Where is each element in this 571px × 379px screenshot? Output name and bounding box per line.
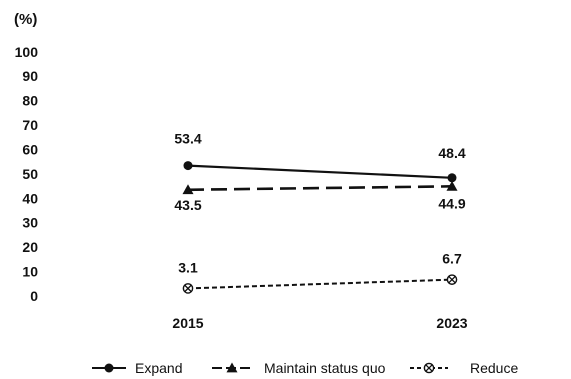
legend: Expand Maintain status quo Reduce <box>92 360 518 376</box>
data-labels: 53.4 48.4 43.5 44.9 3.1 6.7 <box>174 131 465 276</box>
x-tick-label: 2023 <box>436 315 467 331</box>
data-point-expand <box>183 161 193 171</box>
y-tick-label: 30 <box>22 215 38 231</box>
legend-marker-icon <box>104 363 114 373</box>
data-point-reduce <box>182 283 194 294</box>
data-label-reduce: 3.1 <box>178 259 198 275</box>
legend-label: Expand <box>135 360 182 376</box>
legend-label: Maintain status quo <box>264 360 386 376</box>
data-label-maintain-status-quo: 44.9 <box>438 195 465 211</box>
data-point-expand <box>447 173 457 183</box>
y-tick-label: 90 <box>22 68 38 84</box>
series-line-expand <box>187 164 453 179</box>
data-label-expand: 53.4 <box>174 131 201 147</box>
x-axis-tick-labels: 2015 2023 <box>172 315 467 331</box>
series-lines <box>187 164 453 290</box>
legend-item-expand: Expand <box>92 360 182 376</box>
y-tick-label: 100 <box>15 44 39 60</box>
y-tick-label: 10 <box>22 264 38 280</box>
y-tick-label: 50 <box>22 166 38 182</box>
y-tick-label: 0 <box>30 288 38 304</box>
legend-marker-icon <box>423 362 435 374</box>
y-axis-unit-label: (%) <box>14 11 37 28</box>
y-tick-label: 20 <box>22 239 38 255</box>
y-tick-label: 60 <box>22 141 38 157</box>
data-point-reduce <box>446 274 458 285</box>
y-tick-label: 80 <box>22 93 38 109</box>
data-label-expand: 48.4 <box>438 145 465 161</box>
x-tick-label: 2015 <box>172 315 203 331</box>
legend-item-reduce: Reduce <box>410 360 518 376</box>
data-point-maintain-status-quo <box>182 184 194 195</box>
legend-item-maintain-status-quo: Maintain status quo <box>212 360 386 376</box>
data-label-maintain-status-quo: 43.5 <box>174 197 201 213</box>
series-line-reduce <box>187 278 453 290</box>
y-tick-label: 40 <box>22 190 38 206</box>
data-point-maintain-status-quo <box>446 180 458 191</box>
y-tick-label: 70 <box>22 117 38 133</box>
y-axis-tick-labels: 0 10 20 30 40 50 60 70 80 90 100 <box>15 44 39 304</box>
series-line-maintain-status-quo <box>187 185 453 192</box>
data-label-reduce: 6.7 <box>442 251 462 267</box>
series-markers <box>182 161 458 294</box>
legend-marker-icon <box>226 362 238 373</box>
legend-label: Reduce <box>470 360 518 376</box>
